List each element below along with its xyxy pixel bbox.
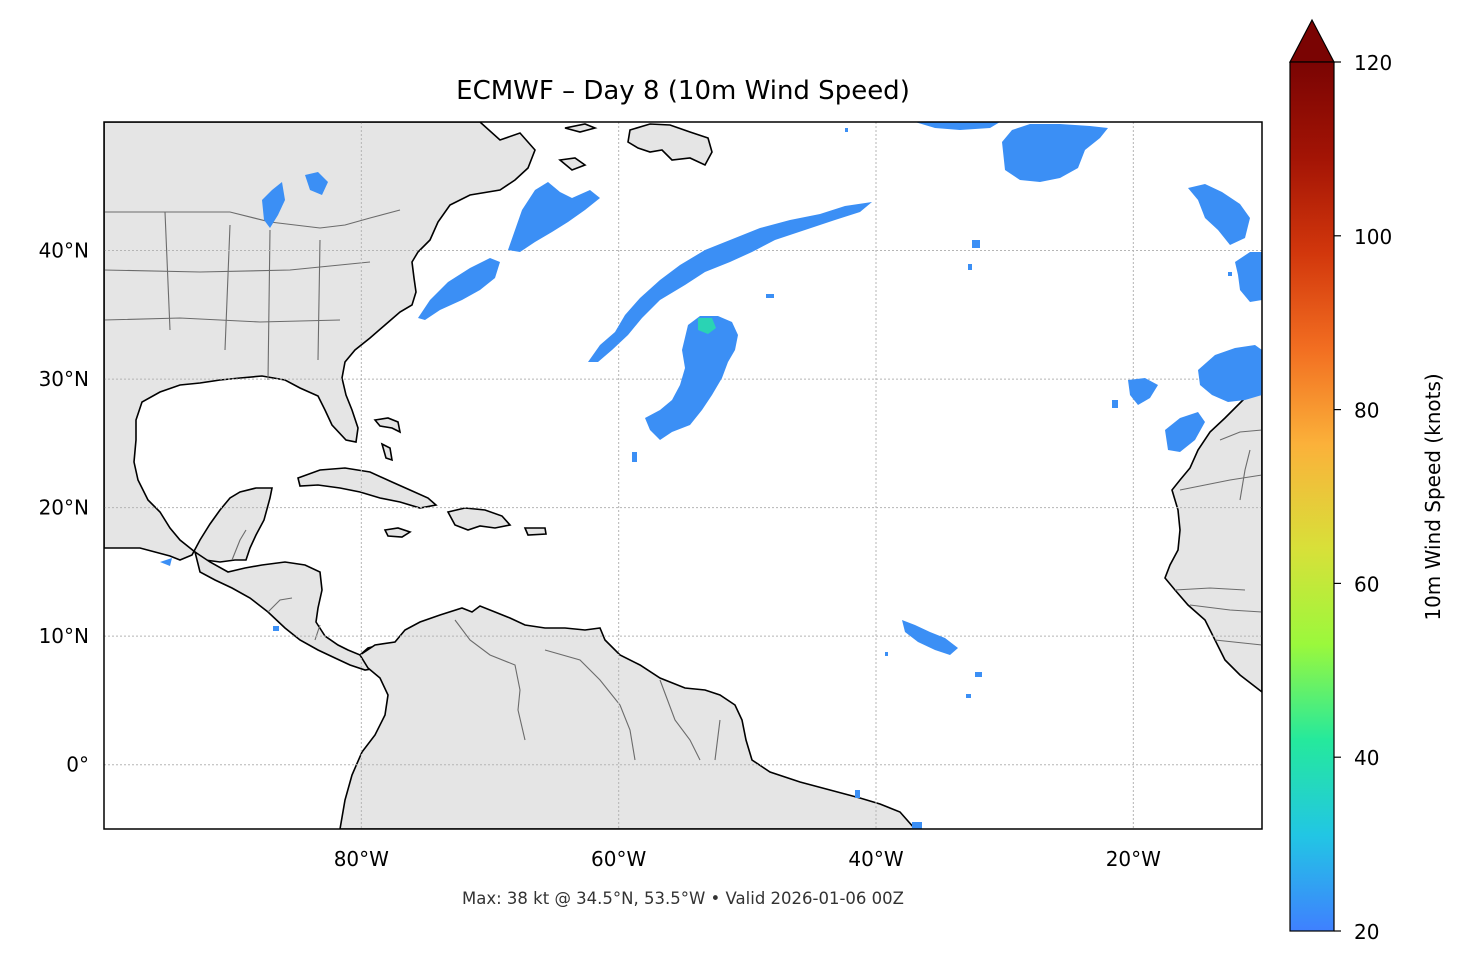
- colorbar-tick-label: 60: [1354, 572, 1379, 596]
- cuba-land: [297, 467, 438, 509]
- wind-patch-nw-atlantic: [418, 258, 500, 320]
- bahamas-land: [373, 417, 402, 462]
- hispaniola-land: [446, 507, 512, 531]
- map-frame: [103, 121, 1263, 830]
- colorbar-gradient: [1289, 61, 1335, 932]
- wind-patch-north-central: [915, 122, 1108, 182]
- africa-land: [1164, 384, 1262, 694]
- north-america-land: [104, 122, 536, 563]
- colorbar: 20 40 60 80 100 120 10m Wind Speed (knots): [1289, 18, 1445, 944]
- colorbar-ticks: 20 40 60 80 100 120: [1334, 51, 1392, 944]
- lon-tick-label: 20°W: [1106, 847, 1161, 871]
- wind-patch-nova-scotia: [508, 182, 600, 252]
- wind-patch-east-north: [1188, 184, 1262, 302]
- colorbar-tick-label: 120: [1354, 51, 1392, 75]
- lat-tick-label: 40°N: [39, 239, 89, 263]
- gridlines: [104, 122, 1262, 829]
- colorbar-extend-arrow: [1289, 18, 1335, 63]
- wind-patch-tropical-east: [902, 620, 958, 655]
- cape-breton-land: [558, 157, 587, 171]
- lon-tick-label: 60°W: [591, 847, 646, 871]
- colorbar-label: 10m Wind Speed (knots): [1421, 373, 1445, 620]
- south-america-land: [339, 605, 917, 829]
- maritime-islands: [558, 123, 713, 171]
- jamaica-land: [383, 527, 412, 538]
- longitude-ticks: 80°W 60°W 40°W 20°W: [334, 847, 1161, 871]
- colorbar-tick-label: 80: [1354, 399, 1379, 423]
- lat-tick-label: 20°N: [39, 496, 89, 520]
- political-borders: [104, 209, 1262, 761]
- latitude-ticks: 40°N 30°N 20°N 10°N 0°: [39, 239, 89, 777]
- lat-tick-label: 0°: [66, 753, 89, 777]
- map-area: [104, 122, 1262, 829]
- wind-patch-great-lakes: [262, 172, 328, 228]
- colorbar-tick-label: 20: [1354, 920, 1379, 944]
- lon-tick-label: 80°W: [334, 847, 389, 871]
- newfoundland-land: [627, 123, 713, 167]
- wind-patch-central-low: [645, 316, 738, 440]
- lon-tick-label: 40°W: [848, 847, 903, 871]
- map-title: ECMWF – Day 8 (10m Wind Speed): [456, 76, 910, 106]
- wind-patch-canaries: [1128, 345, 1262, 452]
- wind-speed-shading: [160, 122, 1262, 829]
- lat-tick-label: 10°N: [39, 624, 89, 648]
- lat-tick-label: 30°N: [39, 367, 89, 391]
- caribbean-islands: [297, 417, 547, 538]
- wind-patch-max-core: [698, 318, 716, 334]
- colorbar-tick-label: 100: [1354, 225, 1392, 249]
- anticosti-land: [564, 123, 598, 133]
- puerto-rico-land: [523, 527, 547, 536]
- colorbar-tick-label: 40: [1354, 746, 1379, 770]
- map-footer: Max: 38 kt @ 34.5°N, 53.5°W • Valid 2026…: [462, 889, 904, 908]
